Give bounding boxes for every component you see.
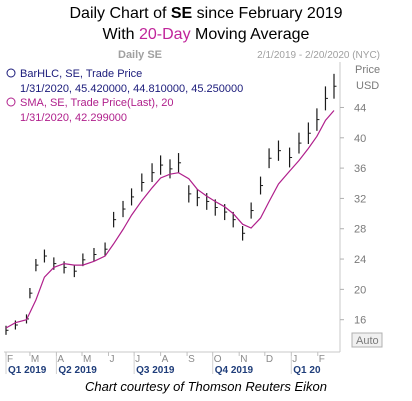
price-bar bbox=[259, 176, 264, 195]
price-bar bbox=[113, 211, 117, 228]
title-prefix: Daily Chart of bbox=[69, 5, 171, 22]
price-bar bbox=[188, 185, 192, 203]
x-quarter-label: Q1 20 bbox=[293, 365, 321, 376]
x-month-label: J bbox=[110, 354, 115, 365]
legend-sma-values: 1/31/2020, 42.299000 bbox=[20, 112, 127, 124]
price-bar bbox=[43, 249, 47, 263]
price-bar bbox=[130, 188, 135, 206]
price-bar bbox=[151, 163, 155, 183]
y-tick-label: 24 bbox=[354, 254, 366, 266]
y-tick-label: 32 bbox=[354, 193, 366, 205]
title-suffix: since February 2019 bbox=[192, 5, 343, 22]
chart-title-line1: Daily Chart of SE since February 2019 bbox=[0, 3, 412, 24]
price-bar bbox=[35, 258, 39, 272]
legend-sma-title: SMA, SE, Trade Price(Last), 20 bbox=[20, 97, 173, 109]
subtitle-suffix: Moving Average bbox=[190, 26, 310, 43]
x-month-label: N bbox=[240, 354, 247, 365]
y-tick-label: 36 bbox=[354, 163, 366, 175]
x-month-label: J bbox=[135, 354, 140, 365]
y-tick-label: 44 bbox=[354, 102, 366, 114]
x-month-label: A bbox=[57, 354, 64, 365]
legend-sma-icon bbox=[6, 97, 16, 107]
price-bar bbox=[73, 265, 77, 278]
price-bar bbox=[14, 320, 18, 330]
chart-header-right: 2/1/2019 - 2/20/2020 (NYC) bbox=[257, 50, 380, 61]
currency-axis-label: USD bbox=[356, 80, 379, 92]
x-month-label: S bbox=[188, 354, 195, 365]
price-bar bbox=[268, 148, 272, 169]
chart-title-line2: With 20-Day Moving Average bbox=[0, 24, 412, 45]
price-bar bbox=[160, 155, 164, 175]
price-bar bbox=[316, 108, 320, 131]
x-month-label: J bbox=[292, 354, 297, 365]
subtitle-accent: 20-Day bbox=[138, 26, 191, 43]
auto-scale-label: Auto bbox=[356, 335, 379, 347]
price-bar bbox=[29, 287, 33, 299]
y-tick-label: 40 bbox=[354, 133, 366, 145]
x-axis-ticks: F M A M J J A S O N D J FQ1 2019 Q2 2019 Q3 2019 Q4 201… bbox=[5, 352, 325, 376]
x-month-label: M bbox=[31, 354, 39, 365]
auto-scale-button[interactable] bbox=[351, 332, 383, 348]
price-bar bbox=[206, 193, 210, 210]
x-month-label: F bbox=[319, 354, 325, 365]
y-axis-ticks: 16 20 24 28 32 36 40 44 bbox=[340, 102, 366, 327]
title-symbol: SE bbox=[170, 5, 193, 22]
price-bar bbox=[104, 242, 108, 256]
price-bar bbox=[196, 189, 200, 207]
x-month-label: M bbox=[83, 354, 91, 365]
x-quarter-label: Q2 2019 bbox=[58, 365, 97, 376]
sma-line-group bbox=[5, 110, 335, 329]
price-bar bbox=[277, 140, 281, 161]
price-bar bbox=[93, 247, 97, 262]
price-bar bbox=[288, 147, 293, 168]
price-bar bbox=[307, 122, 311, 145]
y-tick-label: 28 bbox=[354, 224, 366, 236]
price-bar bbox=[333, 73, 337, 99]
legend-bar-icon bbox=[6, 68, 16, 78]
chart-title-block: Daily Chart of SE since February 2019 Wi… bbox=[0, 3, 412, 45]
x-month-label: D bbox=[266, 354, 273, 365]
price-bar bbox=[250, 202, 254, 219]
legend-bar-values: 1/31/2020, 45.420000, 44.810000, 45.2500… bbox=[20, 83, 243, 95]
chart-header-left: Daily SE bbox=[118, 49, 162, 61]
price-bar bbox=[177, 153, 182, 173]
legend-bar-title: BarHLC, SE, Trade Price bbox=[20, 68, 142, 80]
x-quarter-label: Q4 2019 bbox=[215, 365, 254, 376]
sma-line bbox=[5, 110, 335, 329]
price-bar bbox=[242, 226, 246, 241]
price-bar bbox=[53, 257, 57, 270]
price-bar bbox=[82, 253, 86, 267]
price-bar bbox=[169, 159, 173, 179]
price-axis-label: Price bbox=[355, 64, 380, 76]
price-bar bbox=[324, 86, 328, 111]
price-bar bbox=[298, 132, 302, 154]
chart-footer: Chart courtesy of Thomson Reuters Eikon bbox=[84, 379, 328, 394]
legend: BarHLC, SE, Trade Price 1/31/2020, 45.42… bbox=[6, 68, 243, 124]
price-bar bbox=[122, 200, 126, 218]
price-bar bbox=[5, 325, 9, 335]
x-quarter-label: Q1 2019 bbox=[8, 365, 47, 376]
price-bar bbox=[141, 173, 145, 192]
x-month-label: A bbox=[162, 354, 169, 365]
subtitle-prefix: With bbox=[102, 26, 139, 43]
x-quarter-label: Q3 2019 bbox=[136, 365, 175, 376]
y-tick-label: 20 bbox=[354, 284, 366, 296]
x-month-label: F bbox=[7, 354, 13, 365]
x-month-label: O bbox=[214, 354, 222, 365]
y-tick-label: 16 bbox=[354, 315, 366, 327]
